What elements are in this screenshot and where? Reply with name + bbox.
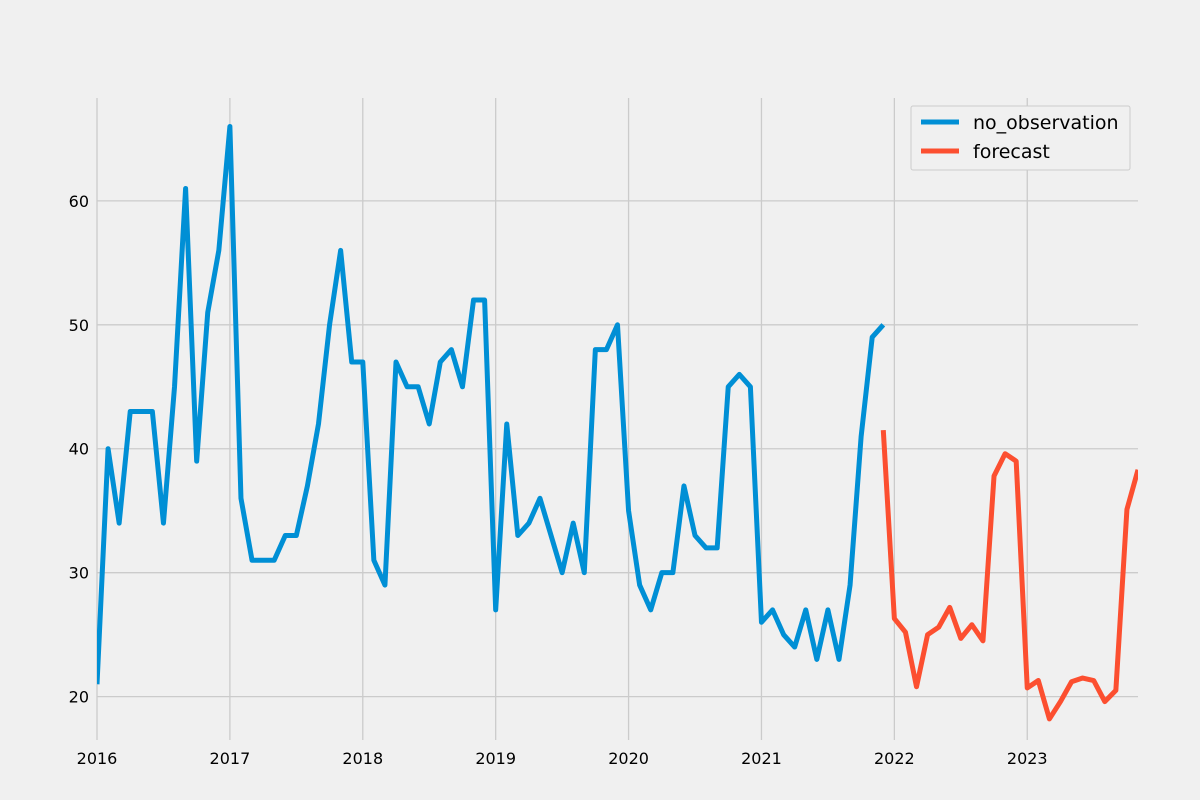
- gridlines: [96, 98, 1138, 740]
- x-tick-label: 2019: [475, 749, 516, 768]
- series-line-no-observation: [97, 124, 886, 685]
- legend: no_observation forecast: [910, 105, 1131, 171]
- legend-label-no-observation: no_observation: [973, 112, 1119, 134]
- tick-labels: 20 30 40 50 60 2016 2017 2018 2019 2020 2021 2022 20…: [69, 192, 1048, 768]
- series-lines: [97, 124, 1138, 722]
- x-tick-label: 2018: [342, 749, 383, 768]
- y-tick-label: 30: [69, 564, 89, 583]
- x-tick-label: 2023: [1007, 749, 1048, 768]
- y-tick-label: 60: [69, 192, 89, 211]
- x-tick-label: 2021: [741, 749, 782, 768]
- y-tick-label: 20: [69, 688, 89, 707]
- x-tick-label: 2016: [77, 749, 118, 768]
- series-line-forecast: [880, 430, 1138, 722]
- x-tick-label: 2022: [874, 749, 915, 768]
- legend-label-forecast: forecast: [973, 141, 1050, 163]
- x-tick-label: 2017: [210, 749, 251, 768]
- legend-box: [910, 105, 1131, 171]
- x-tick-label: 2020: [608, 749, 649, 768]
- y-tick-label: 40: [69, 440, 89, 459]
- y-tick-label: 50: [69, 316, 89, 335]
